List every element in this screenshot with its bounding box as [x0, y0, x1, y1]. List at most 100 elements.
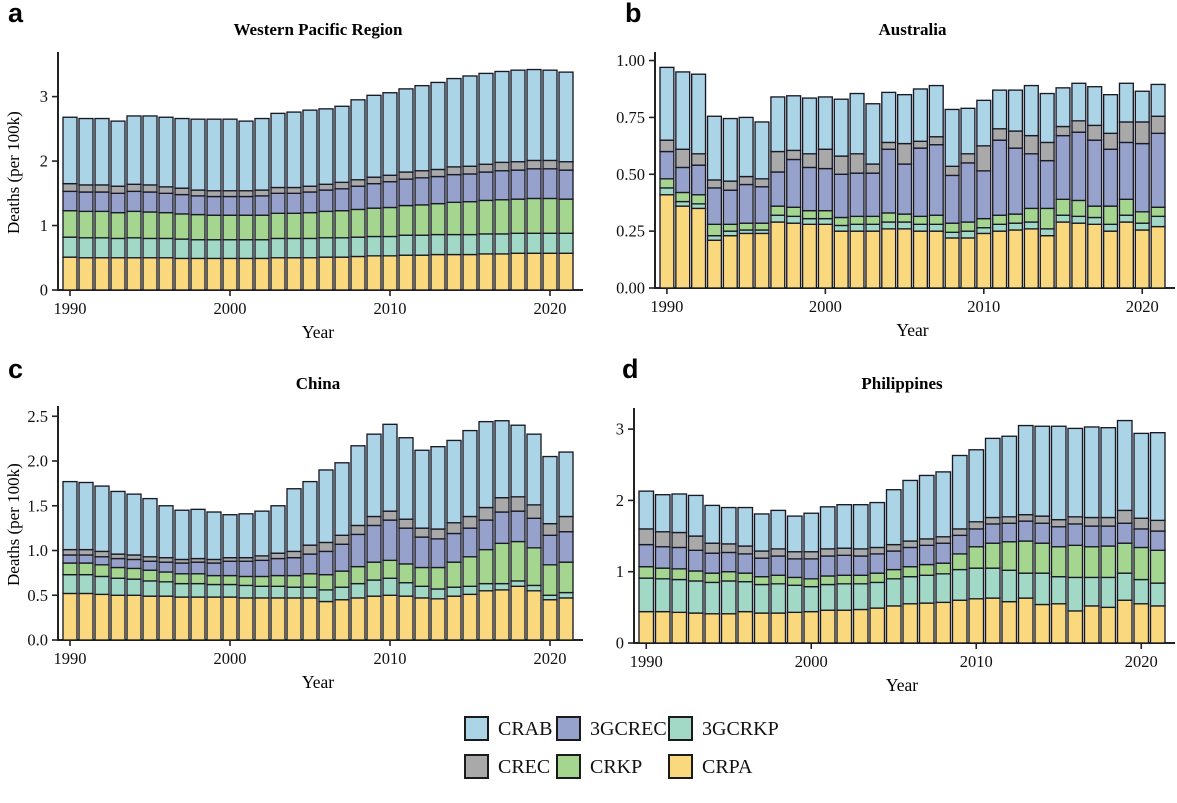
bar-segment-crpa-2020 — [1134, 229, 1150, 289]
bar-segment-crkp-2012 — [1007, 213, 1024, 224]
bar-segment-3gcrec-2005 — [885, 550, 902, 571]
x-tick-label: 2000 — [809, 297, 842, 316]
bar-segment-3gcrkp-1993 — [706, 235, 723, 241]
bar-segment-crkp-1998 — [190, 573, 206, 585]
y-tick-label: 0.50 — [616, 165, 645, 184]
bar-segment-3gcrkp-1996 — [737, 581, 754, 613]
bar-segment-3gcrkp-2007 — [918, 574, 935, 604]
bar-segment-3gcrec-1998 — [190, 195, 206, 216]
bar-segment-3gcrec-1990 — [659, 150, 675, 180]
bar-segment-3gcrkp-2011 — [984, 567, 1001, 599]
bar-segment-crec-2010 — [382, 174, 398, 183]
bar-segment-crec-2008 — [350, 179, 366, 187]
bar-segment-3gcrkp-2010 — [968, 567, 985, 600]
bar-segment-crab-2019 — [526, 68, 542, 162]
y-tick-label: 0.00 — [616, 279, 645, 298]
bar-segment-3gcrkp-2007 — [334, 586, 350, 601]
bar-segment-crkp-1998 — [770, 574, 787, 585]
panel-title-philippines: Philippines — [861, 374, 943, 393]
panel-letter-a: a — [8, 0, 24, 28]
bar-segment-crab-2002 — [254, 117, 270, 191]
bar-segment-3gcrkp-1998 — [770, 583, 787, 614]
bar-segment-3gcrec-2013 — [430, 175, 446, 205]
bar-segment-crpa-2012 — [414, 597, 430, 641]
bar-segment-3gcrec-2010 — [382, 519, 398, 562]
x-tick-label: 1990 — [54, 299, 87, 318]
bar-segment-crab-1995 — [738, 116, 754, 178]
bar-segment-3gcrkp-2014 — [1039, 228, 1055, 237]
bar-segment-crab-1991 — [78, 117, 94, 186]
bar-segment-3gcrec-1997 — [174, 193, 190, 215]
bar-segment-crkp-2017 — [1087, 205, 1103, 219]
bar-segment-crab-1990 — [638, 490, 655, 530]
bar-segment-3gcrkp-2014 — [446, 233, 462, 256]
legend-label-crab: CRAB — [498, 717, 553, 740]
bar-segment-3gcrec-2021 — [1149, 530, 1166, 551]
bar-segment-crpa-1990 — [62, 592, 78, 641]
bar-segment-crpa-2006 — [318, 600, 334, 641]
bar-segment-crkp-2004 — [881, 212, 897, 223]
bar-segment-3gcrkp-1999 — [206, 583, 222, 598]
bar-segment-crec-2010 — [382, 510, 398, 521]
bar-segment-crpa-2001 — [833, 230, 849, 289]
bar-segment-crab-2009 — [951, 454, 968, 530]
bar-segment-3gcrec-1996 — [754, 186, 770, 224]
bar-segment-crpa-2003 — [865, 230, 881, 289]
bar-segment-crpa-1999 — [801, 223, 818, 289]
bar-segment-3gcrkp-2000 — [222, 239, 238, 260]
bar-segment-3gcrkp-1994 — [126, 578, 142, 596]
bar-segment-crec-1999 — [801, 153, 818, 169]
bar-segment-crpa-2015 — [1050, 603, 1067, 644]
bar-segment-crkp-2017 — [494, 542, 510, 585]
y-tick-label: 0.5 — [27, 586, 48, 605]
bar-segment-crab-2018 — [1102, 93, 1119, 135]
bar-segment-crkp-1995 — [720, 571, 737, 582]
bar-segment-crkp-2003 — [270, 574, 286, 587]
bar-segment-crec-2011 — [398, 171, 414, 180]
bar-segment-crpa-1993 — [687, 612, 704, 644]
bar-segment-crpa-2003 — [270, 257, 286, 291]
bar-segment-3gcrkp-2018 — [510, 232, 526, 254]
bar-segment-crpa-2005 — [302, 597, 318, 641]
bar-segment-crab-1996 — [754, 121, 770, 180]
bar-segment-crpa-1995 — [720, 613, 737, 644]
bar-segment-crec-2010 — [976, 145, 992, 172]
bar-segment-3gcrkp-1993 — [110, 577, 126, 596]
bar-segment-crpa-2002 — [849, 230, 865, 289]
panel-letter-c: c — [8, 354, 24, 384]
bar-segment-crab-2014 — [1034, 425, 1051, 517]
bar-segment-3gcrec-2001 — [238, 560, 254, 578]
bar-segment-3gcrkp-2001 — [819, 583, 836, 611]
bar-segment-crpa-2012 — [414, 254, 430, 291]
bar-segment-crpa-1995 — [738, 232, 754, 289]
bar-segment-crab-2013 — [430, 81, 446, 171]
bar-segment-crkp-1994 — [722, 223, 738, 232]
bar-segment-3gcrkp-1993 — [110, 237, 126, 259]
bar-segment-crab-2017 — [494, 70, 510, 164]
bar-segment-crkp-2007 — [334, 210, 350, 239]
bar-segment-3gcrec-1998 — [770, 555, 787, 576]
bar-segment-3gcrkp-2011 — [992, 223, 1008, 232]
bar-segment-crkp-2000 — [222, 214, 238, 241]
bar-segment-crec-2005 — [896, 142, 913, 165]
bar-segment-3gcrec-2003 — [270, 557, 286, 577]
bar-segment-crpa-2015 — [462, 593, 478, 641]
bar-segment-crpa-1996 — [737, 610, 754, 644]
bar-segment-3gcrkp-1991 — [78, 573, 94, 595]
bar-segment-crab-2020 — [1133, 432, 1150, 519]
bar-segment-crkp-2009 — [366, 561, 382, 581]
bar-segment-3gcrkp-2006 — [912, 223, 929, 232]
bar-segment-crpa-2002 — [254, 257, 270, 291]
bar-segment-3gcrkp-1997 — [770, 214, 786, 223]
bar-segment-crkp-2019 — [1118, 198, 1134, 216]
bar-segment-crkp-2000 — [222, 574, 238, 586]
bar-segment-crab-2007 — [334, 462, 350, 536]
y-tick-label: 2.5 — [27, 407, 48, 426]
bar-segment-crec-1992 — [94, 550, 110, 558]
bar-segment-crab-1996 — [158, 505, 174, 559]
bar-segment-crec-2009 — [960, 153, 976, 164]
bar-segment-3gcrec-1996 — [158, 192, 174, 214]
bar-segment-crkp-2011 — [992, 214, 1008, 225]
bar-segment-crab-2021 — [558, 71, 574, 163]
bar-segment-crec-2006 — [318, 183, 334, 191]
